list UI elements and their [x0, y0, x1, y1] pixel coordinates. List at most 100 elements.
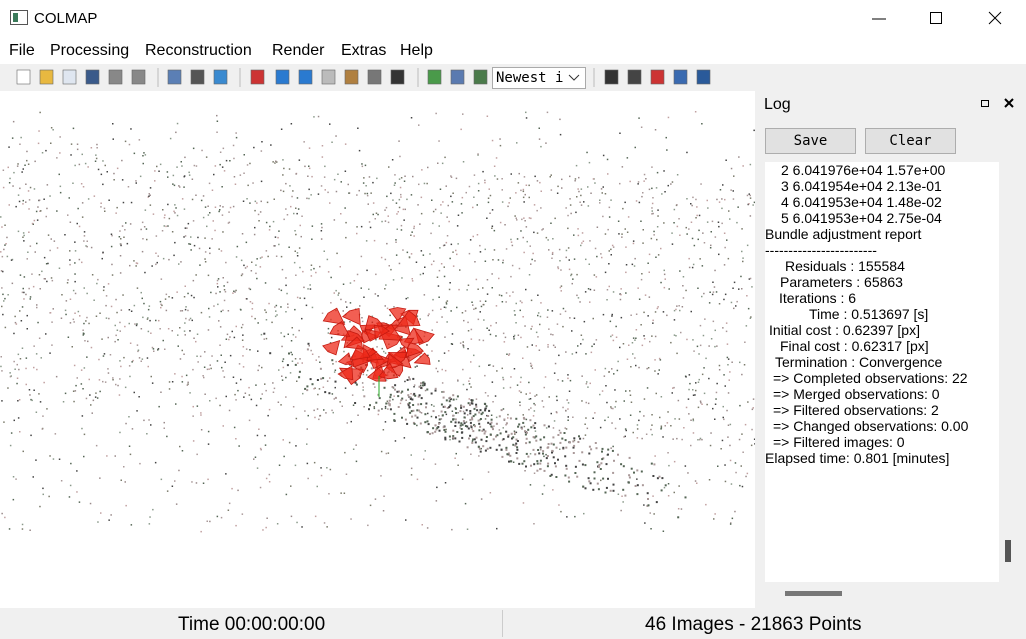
point — [724, 464, 726, 466]
point — [385, 284, 387, 286]
point — [144, 154, 147, 156]
point — [444, 156, 446, 159]
point — [148, 193, 150, 195]
point — [510, 432, 513, 435]
toolbar-button[interactable] — [108, 69, 123, 85]
toolbar-button[interactable] — [427, 69, 442, 85]
point — [507, 434, 510, 437]
toolbar-button[interactable] — [450, 69, 465, 85]
point — [729, 459, 732, 462]
point — [233, 157, 235, 160]
toolbar-button[interactable] — [16, 69, 31, 85]
point — [735, 305, 737, 307]
toolbar-button[interactable] — [62, 69, 77, 85]
toolbar-button[interactable] — [85, 69, 100, 85]
toolbar-button[interactable] — [367, 69, 382, 85]
toolbar-button[interactable] — [250, 69, 265, 85]
save-button[interactable]: Save — [765, 128, 856, 154]
point — [539, 438, 542, 441]
point — [550, 174, 552, 176]
point — [446, 300, 449, 302]
point — [384, 305, 386, 307]
menu-item[interactable]: Render — [272, 42, 325, 59]
point — [440, 308, 442, 310]
vertical-scrollbar[interactable] — [1005, 540, 1011, 562]
point — [402, 249, 404, 251]
point — [584, 487, 587, 490]
float-button[interactable] — [981, 100, 989, 107]
dock-close-button[interactable] — [1004, 98, 1014, 108]
toolbar-button[interactable] — [390, 69, 405, 85]
point — [663, 269, 665, 272]
point — [664, 425, 666, 427]
point — [530, 364, 533, 367]
point — [448, 400, 451, 403]
menu-item[interactable]: File — [9, 42, 35, 59]
point — [246, 198, 248, 200]
toolbar-button[interactable] — [39, 69, 54, 85]
point — [81, 415, 84, 417]
toolbar-button[interactable] — [190, 69, 205, 85]
point — [701, 295, 703, 298]
point — [725, 159, 727, 161]
menu-item[interactable]: Reconstruction — [145, 42, 252, 59]
point — [139, 175, 142, 178]
menu-item[interactable]: Extras — [341, 42, 387, 59]
viewport[interactable] — [0, 91, 757, 608]
point — [461, 312, 464, 314]
point — [553, 420, 556, 422]
point — [462, 368, 464, 371]
close-button[interactable] — [988, 11, 1002, 25]
toolbar-button[interactable] — [627, 69, 642, 85]
point — [730, 301, 733, 304]
horizontal-scrollbar[interactable] — [785, 591, 842, 596]
point — [277, 401, 280, 403]
point — [349, 364, 351, 366]
toolbar-button[interactable] — [673, 69, 688, 85]
point — [137, 349, 140, 351]
point — [290, 515, 293, 518]
point — [74, 262, 76, 264]
point — [488, 364, 490, 366]
point — [596, 226, 599, 228]
point — [278, 243, 280, 246]
point — [196, 405, 199, 407]
point — [171, 231, 174, 233]
toolbar-button[interactable] — [650, 69, 665, 85]
toolbar-button[interactable] — [131, 69, 146, 85]
toolbar-button[interactable] — [321, 69, 336, 85]
point — [420, 382, 422, 385]
toolbar-button[interactable] — [696, 69, 711, 85]
point — [64, 234, 66, 236]
point — [503, 341, 506, 343]
maximize-button[interactable] — [930, 12, 942, 24]
point — [195, 340, 197, 343]
point — [414, 394, 417, 397]
point — [125, 222, 127, 224]
point — [749, 194, 751, 197]
order-combo[interactable]: Newest i — [492, 67, 586, 89]
menu-item[interactable]: Help — [400, 42, 433, 59]
point — [459, 269, 461, 271]
toolbar-button[interactable] — [604, 69, 619, 85]
point — [461, 431, 464, 434]
point — [83, 235, 86, 237]
point — [564, 427, 566, 429]
point — [393, 184, 396, 186]
point — [358, 149, 361, 152]
point — [503, 418, 506, 421]
point — [307, 342, 310, 345]
toolbar-button[interactable] — [344, 69, 359, 85]
point — [473, 354, 475, 357]
toolbar-button[interactable] — [275, 69, 290, 85]
toolbar-button[interactable] — [473, 69, 488, 85]
point — [412, 175, 414, 178]
toolbar-button[interactable] — [167, 69, 182, 85]
toolbar-button[interactable] — [213, 69, 228, 85]
point — [746, 472, 749, 475]
point — [46, 184, 49, 186]
menu-item[interactable]: Processing — [50, 42, 130, 59]
clear-button[interactable]: Clear — [865, 128, 956, 154]
toolbar-button[interactable] — [298, 69, 313, 85]
point — [452, 435, 455, 438]
